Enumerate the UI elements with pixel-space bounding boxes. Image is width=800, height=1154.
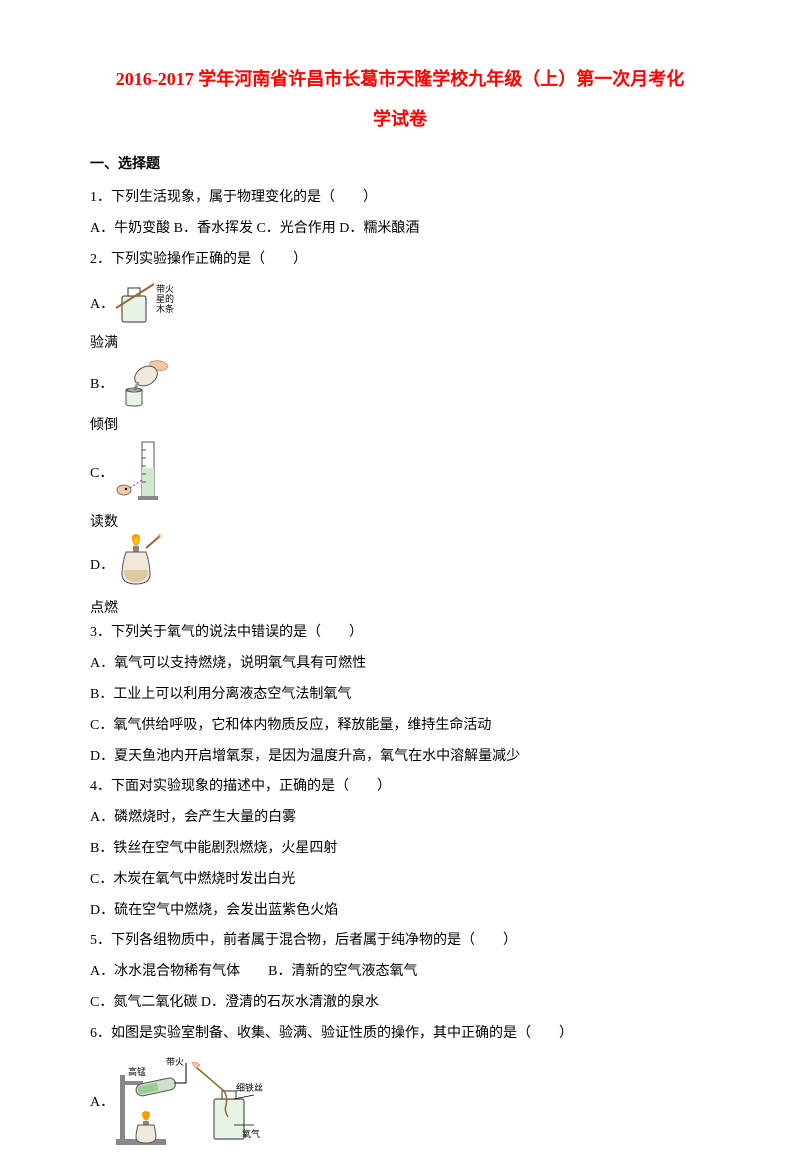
svg-text:星的: 星的 [156,293,174,304]
question-2-option-c: C． [90,438,710,511]
question-2-option-b-suffix: 倾倒 [90,416,710,436]
title-line-1: 2016-2017 学年河南省许昌市长葛市天隆学校九年级（上）第一次月考化 [90,60,710,100]
question-2-option-b: B． [90,356,710,415]
question-5: 5．下列各组物质中，前者属于混合物，后者属于纯净物的是（ ） [90,926,710,957]
question-2-option-a: A． 带火 星的 木条 [90,278,710,333]
option-label-c: C． [90,464,116,484]
pouring-flask-icon [116,356,176,415]
question-4-option-b: B．铁丝在空气中能剧烈燃烧，火星四射 [90,834,710,865]
option-label-a: A． [90,295,116,315]
svg-text:氧气: 氧气 [242,1128,260,1139]
svg-text:高锰: 高锰 [128,1066,146,1077]
question-6-option-a: A． 高锰 带火 细铁丝 [90,1051,710,1154]
alcohol-lamp-icon [116,534,162,597]
question-3-option-b: B．工业上可以利用分离液态空气法制氧气 [90,680,710,711]
question-5-options-ab: A．冰水混合物稀有气体 B．清新的空气液态氧气 [90,957,710,988]
section-1-heading: 一、选择题 [90,153,710,173]
question-4-option-d: D．硫在空气中燃烧，会发出蓝紫色火焰 [90,896,710,927]
option-label-d: D． [90,556,116,576]
question-4-option-a: A．磷燃烧时，会产生大量的白雾 [90,803,710,834]
question-2: 2．下列实验操作正确的是（ ） [90,245,710,276]
splint-flask-icon: 带火 星的 木条 [116,278,192,333]
question-2-option-d: D． [90,534,710,597]
svg-text:木条: 木条 [156,303,174,314]
question-5-options-cd: C．氮气二氧化碳 D．澄清的石灰水清澈的泉水 [90,988,710,1019]
question-1: 1．下列生活现象，属于物理变化的是（ ） [90,183,710,214]
svg-text:细铁丝: 细铁丝 [236,1082,263,1093]
question-3: 3．下列关于氧气的说法中错误的是（ ） [90,618,710,649]
question-4: 4．下面对实验现象的描述中，正确的是（ ） [90,772,710,803]
question-4-option-c: C．木炭在氧气中燃烧时发出白光 [90,865,710,896]
lab-apparatus-icon: 高锰 带火 细铁丝 氧气 [116,1055,266,1154]
question-3-option-a: A．氧气可以支持燃烧，说明氧气具有可燃性 [90,649,710,680]
question-2-option-a-suffix: 验满 [90,334,710,354]
option-label-a-q6: A． [90,1093,116,1113]
question-2-option-d-suffix: 点燃 [90,599,710,619]
question-1-options: A．牛奶变酸 B．香水挥发 C．光合作用 D．糯米酿酒 [90,214,710,245]
title-line-2: 学试卷 [90,100,710,140]
question-2-option-c-suffix: 读数 [90,513,710,533]
question-3-option-d: D．夏天鱼池内开启增氧泵，是因为温度升高，氧气在水中溶解量减少 [90,742,710,773]
svg-text:带火: 带火 [156,284,174,294]
question-3-option-c: C．氧气供给呼吸，它和体内物质反应，释放能量，维持生命活动 [90,711,710,742]
cylinder-reading-icon [116,438,162,511]
question-6: 6．如图是实验室制备、收集、验满、验证性质的操作，其中正确的是（ ） [90,1019,710,1050]
option-label-b: B． [90,375,116,395]
svg-text:带火: 带火 [166,1057,184,1067]
